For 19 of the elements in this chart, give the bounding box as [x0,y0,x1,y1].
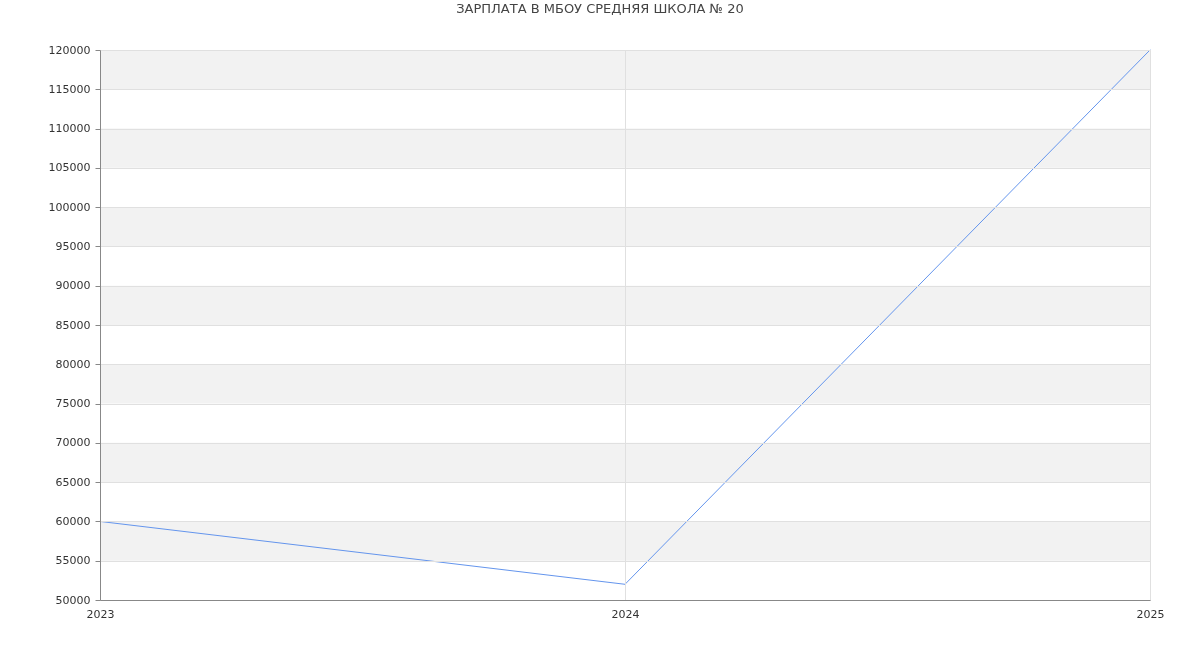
x-tick-label: 2024 [611,607,640,621]
y-tick-label: 85000 [55,318,91,332]
y-tick-label: 90000 [55,279,91,293]
y-tick-label: 75000 [55,397,91,411]
x-tick-label: 2023 [86,607,115,621]
chart-title: ЗАРПЛАТА В МБОУ СРЕДНЯЯ ШКОЛА № 20 [456,1,744,16]
y-tick-label: 120000 [48,43,91,57]
y-tick-label: 110000 [48,122,91,136]
y-tick-label: 115000 [48,82,91,96]
y-tick-label: 70000 [55,436,91,450]
y-tick-label: 65000 [55,475,91,489]
y-tick-label: 105000 [48,161,91,175]
y-tick-label: 60000 [55,514,91,528]
y-tick-label: 100000 [48,200,91,214]
y-tick-label: 95000 [55,239,91,253]
x-tick-label: 2025 [1136,607,1165,621]
y-tick-label: 80000 [55,357,91,371]
y-tick-label: 55000 [55,554,91,568]
y-tick-label: 50000 [55,593,91,607]
